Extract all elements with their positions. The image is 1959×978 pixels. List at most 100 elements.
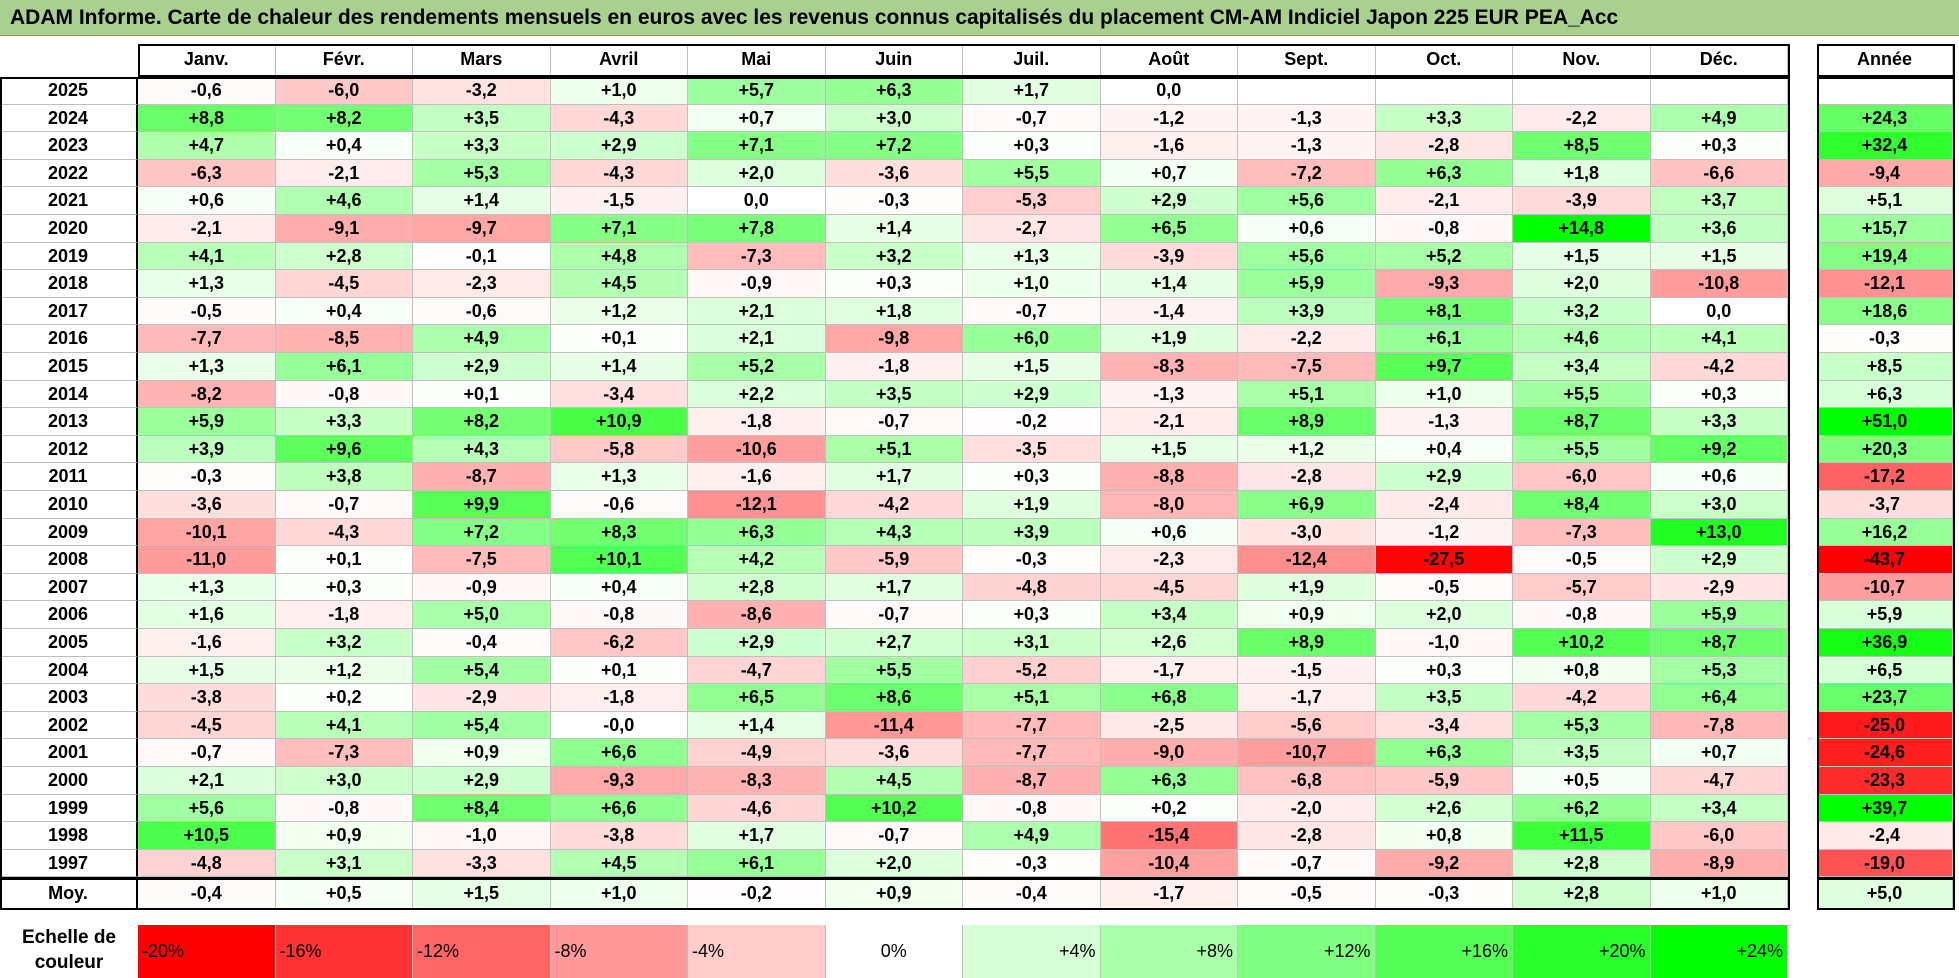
heatmap-cell: -6,0: [275, 77, 413, 105]
heatmap-cell: +1,4: [1100, 270, 1238, 298]
heatmap-cell: -2,1: [1100, 408, 1238, 436]
heatmap-cell: -1,8: [550, 684, 688, 712]
heatmap-cell: -2,2: [1513, 104, 1651, 133]
color-scale-stop: +12%: [1238, 925, 1376, 978]
heatmap-cell: +0,3: [275, 573, 413, 602]
heatmap-cell: +1,3: [550, 463, 688, 491]
heatmap-cell: -7,7: [138, 325, 276, 353]
heatmap-cell: -10,8: [1650, 270, 1788, 298]
heatmap-cell: -0,7: [963, 104, 1101, 133]
heatmap-cell: +0,8: [1375, 822, 1513, 850]
month-header: Nov.: [1513, 44, 1651, 76]
heatmap-cell: +5,6: [1238, 187, 1376, 215]
heatmap-cell: [1238, 77, 1376, 105]
heatmap-cell: +6,1: [1375, 325, 1513, 353]
heatmap-cell: -0,7: [825, 822, 963, 850]
heatmap-cell: -5,2: [963, 656, 1101, 685]
heatmap-cell: -2,8: [1375, 132, 1513, 160]
heatmap-cell: -4,2: [825, 491, 963, 519]
heatmap-cell: +3,3: [1375, 104, 1513, 133]
heatmap-cell: +5,6: [138, 794, 276, 823]
heatmap-cell: +6,0: [963, 325, 1101, 353]
row-label-year: 2016: [0, 325, 138, 353]
heatmap-cell: +0,6: [1650, 463, 1788, 491]
heatmap-cell: -6,0: [1513, 463, 1651, 491]
heatmap-cell: -3,6: [825, 159, 963, 188]
heatmap-cell: -3,4: [1375, 711, 1513, 740]
heatmap-cell: +2,0: [825, 849, 963, 878]
heatmap-cell: -7,2: [1238, 159, 1376, 188]
average-annual-cell: +5,0: [1817, 879, 1953, 910]
heatmap-cell: +6,5: [1100, 215, 1238, 243]
average-row-label: Moy.: [0, 879, 138, 910]
heatmap-cell: +0,9: [275, 822, 413, 850]
heatmap-cell: -4,9: [688, 739, 826, 767]
color-scale-stop: +16%: [1375, 925, 1513, 978]
heatmap-cell: +2,9: [413, 767, 551, 795]
heatmap-cell: +1,3: [963, 242, 1101, 271]
row-label-year: 2010: [0, 491, 138, 519]
month-header: Déc.: [1650, 44, 1788, 76]
heatmap-cell: -6,3: [138, 159, 276, 188]
average-cell: -1,7: [1100, 879, 1238, 910]
heatmap-cell: -4,5: [1100, 573, 1238, 602]
month-header: Juin: [825, 44, 963, 76]
heatmap-cell: +3,3: [413, 132, 551, 160]
heatmap-cell: [1375, 77, 1513, 105]
heatmap-cell: +0,7: [1100, 159, 1238, 188]
heatmap-cell: -8,6: [688, 601, 826, 629]
heatmap-cell: -7,7: [963, 739, 1101, 767]
row-label-year: 2017: [0, 297, 138, 326]
heatmap-cell: +0,5: [1513, 767, 1651, 795]
heatmap-cell: +2,9: [1100, 187, 1238, 215]
heatmap-cell: -2,3: [413, 270, 551, 298]
heatmap-cell: +5,4: [413, 656, 551, 685]
heatmap-cell: +6,1: [275, 353, 413, 381]
heatmap-cell: -8,9: [1650, 849, 1788, 878]
row-label-year: 2018: [0, 270, 138, 298]
heatmap-cell: -0,5: [1513, 546, 1651, 574]
annual-return-cell: -43,7: [1817, 546, 1953, 574]
heatmap-cell: +3,5: [825, 380, 963, 409]
heatmap-cell: +3,2: [1513, 297, 1651, 326]
heatmap-cell: -9,1: [275, 215, 413, 243]
heatmap-cell: +3,9: [138, 435, 276, 464]
heatmap-cell: +3,4: [1100, 601, 1238, 629]
heatmap-cell: -7,3: [688, 242, 826, 271]
annual-return-cell: +39,7: [1817, 794, 1953, 823]
heatmap-cell: -0,8: [1513, 601, 1651, 629]
average-cell: -0,5: [1238, 879, 1376, 910]
heatmap-cell: -3,0: [1238, 518, 1376, 547]
heatmap-cell: -12,4: [1238, 546, 1376, 574]
row-label-year: 2021: [0, 187, 138, 215]
heatmap-cell: +7,1: [688, 132, 826, 160]
heatmap-cell: +3,5: [1513, 739, 1651, 767]
heatmap-cell: -0,6: [413, 297, 551, 326]
heatmap-cell: -10,4: [1100, 849, 1238, 878]
heatmap-cell: +2,1: [688, 297, 826, 326]
heatmap-cell: +5,5: [963, 159, 1101, 188]
heatmap-cell: +4,5: [550, 270, 688, 298]
annual-return-cell: +16,2: [1817, 518, 1953, 547]
heatmap-cell: +9,6: [275, 435, 413, 464]
heatmap-cell: -0,4: [413, 629, 551, 657]
heatmap-cell: +1,5: [1100, 435, 1238, 464]
heatmap-cell: -5,8: [550, 435, 688, 464]
heatmap-cell: +8,4: [413, 794, 551, 823]
average-cell: -0,3: [1375, 879, 1513, 910]
heatmap-cell: -2,4: [1375, 491, 1513, 519]
heatmap-cell: +3,9: [1238, 297, 1376, 326]
heatmap-cell: -3,8: [550, 822, 688, 850]
color-scale-label: Echelle de couleur: [22, 927, 116, 973]
heatmap-cell: -0,7: [963, 297, 1101, 326]
heatmap-cell: +1,7: [688, 822, 826, 850]
annual-return-cell: -0,3: [1817, 325, 1953, 353]
heatmap-cell: +6,3: [1100, 767, 1238, 795]
heatmap-cell: +9,9: [413, 491, 551, 519]
heatmap-cell: -10,1: [138, 518, 276, 547]
heatmap-cell: -2,8: [1238, 463, 1376, 491]
heatmap-cell: +10,2: [825, 794, 963, 823]
heatmap-cell: -1,8: [688, 408, 826, 436]
heatmap-cell: +3,8: [275, 463, 413, 491]
row-label-year: 2024: [0, 104, 138, 133]
